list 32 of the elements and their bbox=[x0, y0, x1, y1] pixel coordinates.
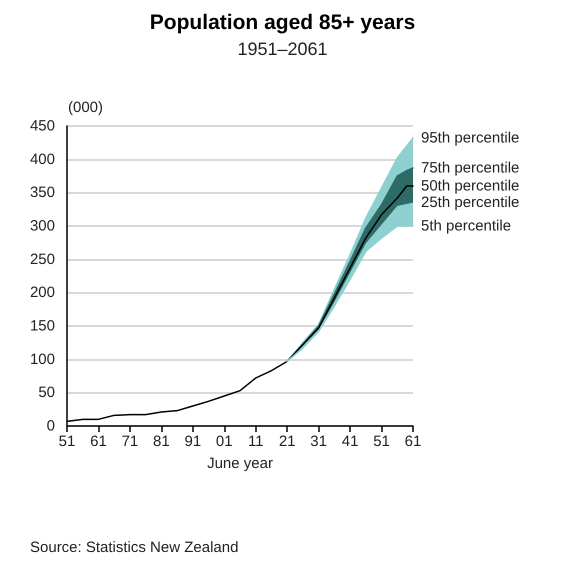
source-note: Source: Statistics New Zealand bbox=[30, 539, 238, 556]
y-tick-label: 0 bbox=[46, 418, 55, 434]
y-tick-label: 200 bbox=[30, 284, 55, 302]
x-tick-label: 01 bbox=[216, 433, 233, 450]
x-tick-label: 51 bbox=[58, 433, 76, 450]
chart-subtitle: 1951–2061 bbox=[237, 39, 328, 59]
x-axis-title: June year bbox=[207, 455, 273, 472]
y-tick-label: 400 bbox=[30, 150, 55, 168]
y-tick-label: 350 bbox=[30, 184, 55, 202]
x-tick-label: 11 bbox=[248, 433, 264, 450]
series-label: 95th percentile bbox=[421, 130, 520, 146]
x-tick-label: 61 bbox=[90, 433, 107, 450]
y-tick-label: 300 bbox=[30, 218, 55, 234]
x-tick-label: 41 bbox=[342, 433, 358, 450]
y-tick-label: 150 bbox=[30, 318, 55, 334]
x-tick-label: 21 bbox=[278, 433, 296, 450]
series-label: 50th percentile bbox=[421, 178, 520, 194]
x-tick-label: 71 bbox=[122, 433, 138, 450]
y-tick-label: 450 bbox=[30, 118, 55, 134]
series-label: 75th percentile bbox=[421, 160, 520, 176]
x-tick-label: 61 bbox=[404, 433, 422, 450]
y-axis-title: (000) bbox=[68, 99, 104, 116]
x-tick-label: 31 bbox=[310, 433, 327, 450]
x-tick-label: 81 bbox=[153, 433, 170, 450]
annotation: 25th percentile bbox=[421, 194, 520, 212]
y-tick-label: 250 bbox=[30, 250, 55, 268]
y-tick-label: 100 bbox=[30, 350, 55, 368]
series-label: 5th percentile bbox=[421, 218, 512, 234]
x-tick-label: 91 bbox=[184, 433, 202, 450]
chart-title: Population aged 85+ years bbox=[150, 11, 416, 34]
x-tick-label: 51 bbox=[373, 433, 390, 450]
y-tick-label: 50 bbox=[38, 384, 55, 402]
